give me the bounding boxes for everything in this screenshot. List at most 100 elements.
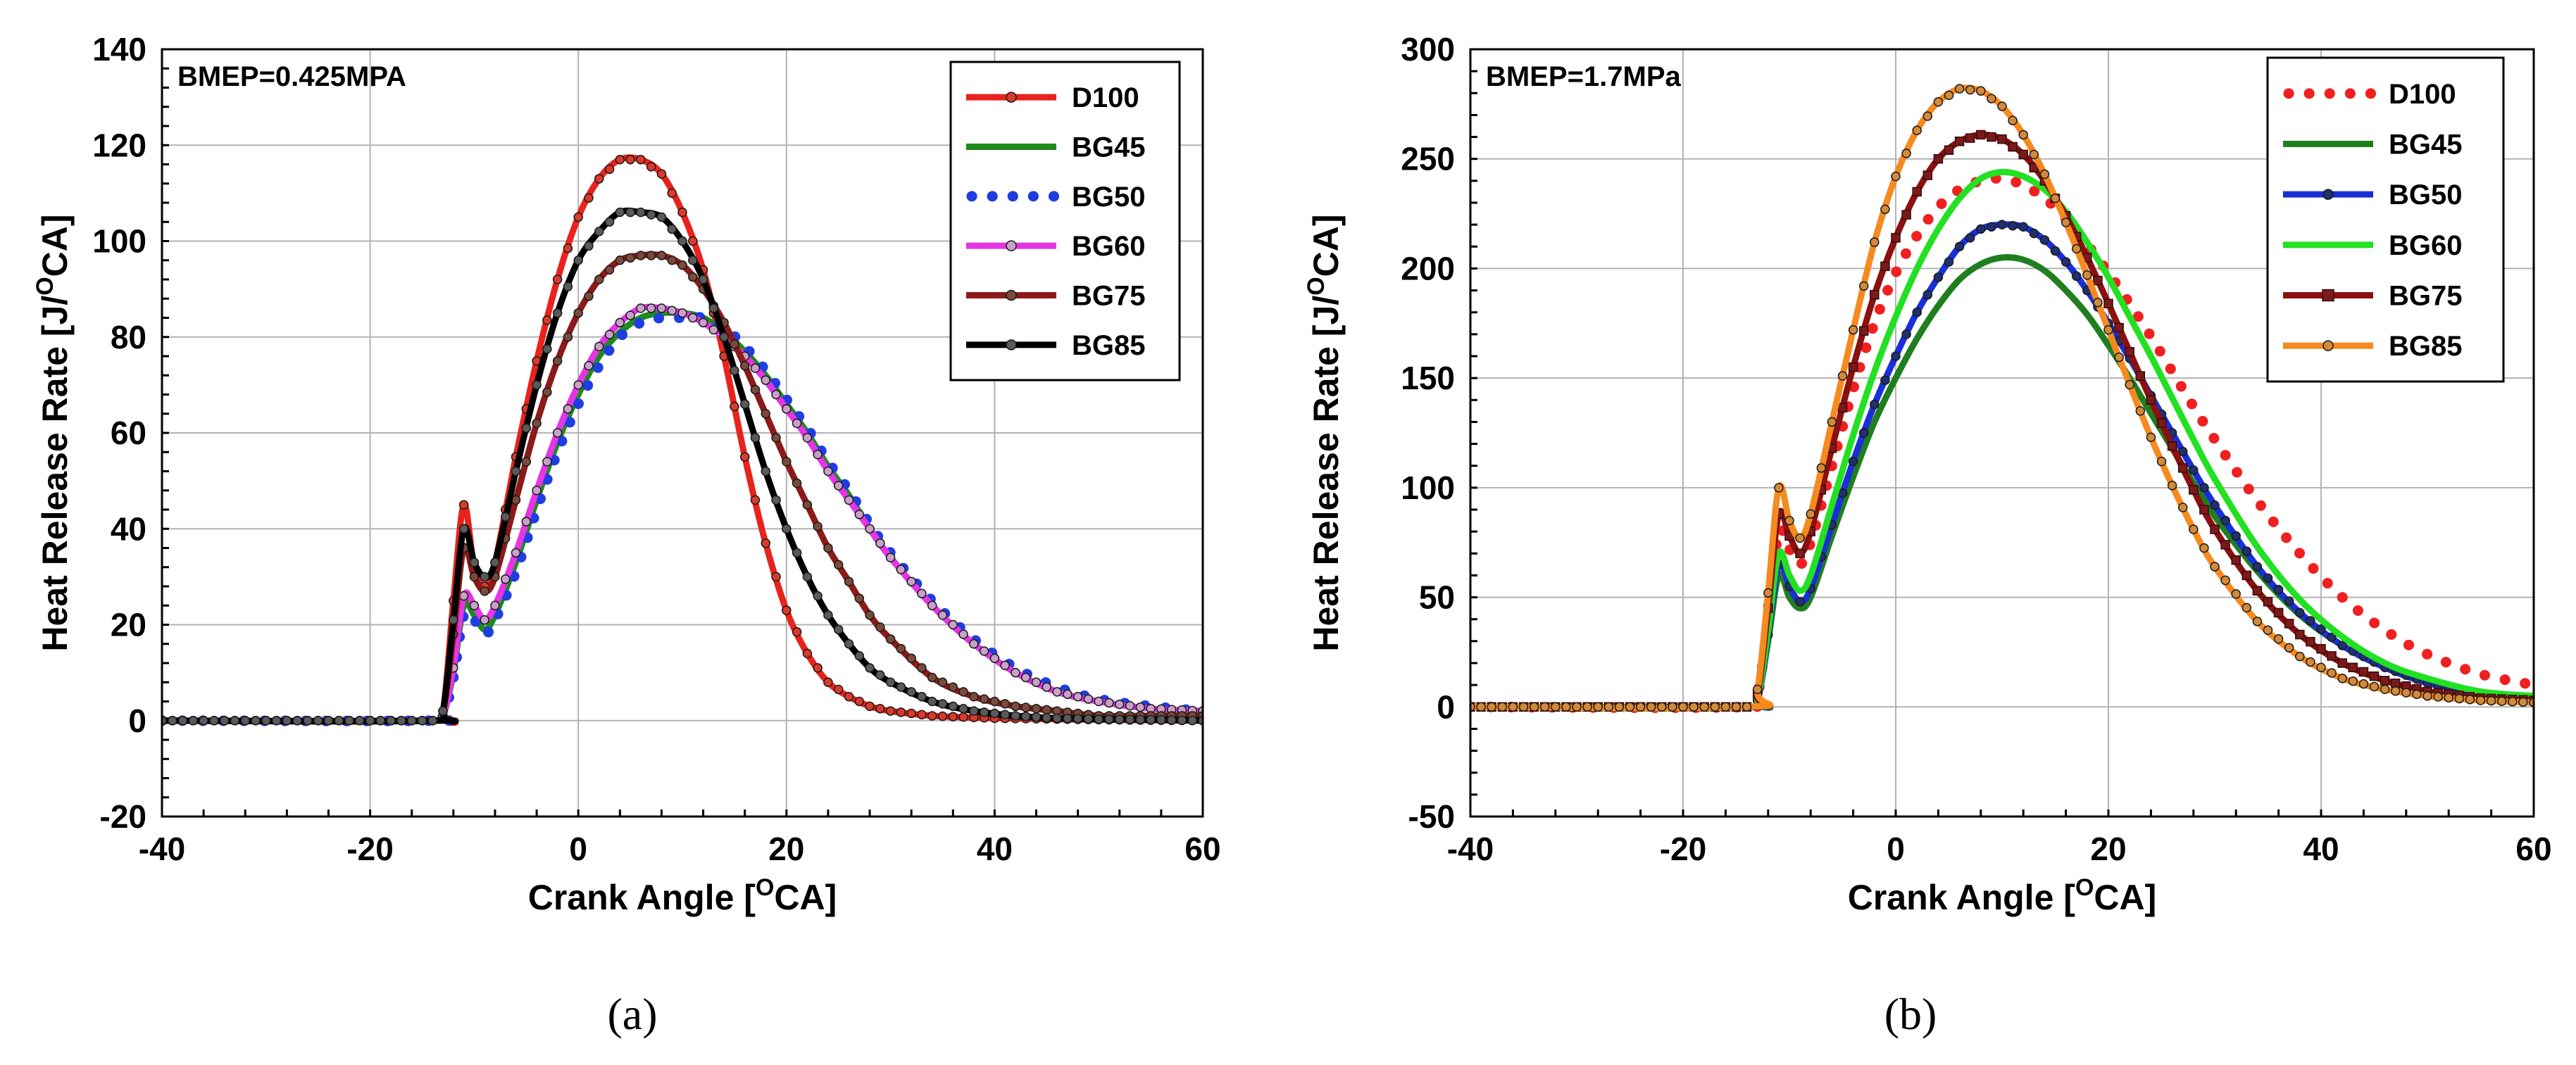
series-marker-bg50	[2050, 246, 2061, 256]
series-marker-d100	[636, 154, 646, 165]
series-marker-bg85	[1837, 371, 1848, 381]
series-marker-d100	[771, 572, 781, 582]
series-marker-bg50	[2284, 596, 2294, 606]
series-marker-bg85	[1487, 702, 1496, 712]
series-marker-bg75	[2146, 395, 2156, 405]
series-marker-bg50	[1858, 428, 1869, 438]
series-marker-bg60	[604, 329, 615, 340]
series-marker-bg85	[406, 716, 417, 726]
series-marker-bg75	[604, 265, 615, 275]
x-tick-label: 20	[2090, 831, 2126, 867]
series-marker-bg85	[334, 716, 344, 726]
series-marker-bg50	[1965, 233, 1975, 243]
series-marker-bg85	[500, 512, 511, 522]
series-marker-d100	[875, 703, 885, 714]
series-marker-bg85	[802, 572, 813, 582]
series-marker-bg75	[802, 500, 813, 510]
series-marker-bg85	[1497, 702, 1508, 712]
series-marker-d100	[615, 154, 625, 165]
series-marker-bg50	[2273, 584, 2284, 595]
series-marker-bg85	[1784, 515, 1794, 526]
series-marker-bg75	[2156, 418, 2167, 428]
series-marker-bg85	[906, 687, 916, 697]
series-marker-bg85	[2475, 695, 2486, 705]
series-marker-bg60	[885, 553, 896, 562]
series-marker-bg85	[542, 344, 552, 354]
series-marker-bg85	[2125, 379, 2134, 390]
series-marker-bg75	[761, 409, 770, 419]
series-marker-bg75	[969, 691, 979, 702]
series-marker-bg75	[1922, 170, 1933, 180]
x-tick-label: 40	[2303, 831, 2339, 867]
series-marker-bg85	[375, 716, 386, 726]
series-marker-bg75	[563, 332, 573, 342]
series-marker-bg85	[2273, 634, 2284, 644]
series-marker-bg85	[1125, 714, 1135, 724]
series-marker-bg60	[1031, 677, 1042, 687]
series-marker-bg75	[2284, 619, 2294, 629]
series-marker-bg85	[1561, 702, 1571, 712]
series-marker-bg85	[2071, 244, 2082, 254]
series-marker-bg85	[1083, 714, 1094, 724]
series-marker-bg85	[1166, 715, 1177, 725]
series-marker-bg75	[2114, 322, 2124, 333]
y-tick-label: 40	[111, 510, 146, 547]
series-marker-bg85	[1603, 702, 1614, 712]
series-marker-d100	[854, 696, 865, 707]
series-marker-bg85	[1094, 714, 1103, 724]
series-marker-bg60	[1115, 699, 1125, 710]
series-marker-bg75	[979, 694, 989, 704]
series-marker-bg85	[344, 716, 354, 726]
series-marker-bg85	[594, 227, 604, 237]
series-marker-bg85	[782, 524, 792, 534]
series-marker-bg60	[927, 600, 937, 610]
series-marker-bg75	[750, 384, 761, 395]
series-marker-bg75	[833, 560, 844, 570]
series-marker-bg60	[896, 565, 906, 574]
series-marker-bg60	[771, 389, 781, 400]
x-tick-label: 60	[1184, 831, 1220, 867]
series-marker-bg75	[739, 360, 750, 371]
series-marker-bg75	[1891, 233, 1901, 243]
series-marker-bg75	[2210, 524, 2220, 534]
series-marker-bg85	[2146, 432, 2156, 442]
series-marker-bg60	[1042, 682, 1052, 692]
series-marker-d100	[948, 712, 958, 721]
series-marker-bg85	[2114, 352, 2124, 363]
series-marker-bg85	[2263, 625, 2273, 636]
series-marker-bg85	[1827, 417, 1837, 427]
series-marker-bg85	[1551, 702, 1561, 712]
series-marker-bg85	[2018, 130, 2028, 140]
series-marker-bg60	[792, 418, 802, 429]
series-marker-bg85	[2231, 589, 2241, 599]
series-marker-bg85	[1699, 702, 1709, 712]
series-marker-bg75	[875, 622, 885, 632]
series-marker-bg85	[1848, 324, 1858, 335]
series-marker-bg85	[1806, 509, 1815, 519]
series-marker-d100	[833, 684, 844, 695]
series-marker-bg85	[2486, 695, 2496, 706]
series-marker-bg60	[844, 495, 854, 505]
series-marker-bg60	[802, 433, 813, 443]
series-marker-bg85	[2082, 270, 2092, 280]
series-marker-bg60	[500, 574, 511, 584]
series-marker-bg75	[542, 387, 552, 397]
series-marker-bg85	[313, 716, 323, 726]
series-marker-bg60	[584, 360, 594, 371]
series-marker-bg50	[2039, 235, 2050, 245]
series-marker-bg60	[1125, 700, 1135, 711]
legend-label-bg60: BG60	[2389, 230, 2463, 261]
series-marker-bg75	[2135, 371, 2146, 381]
series-marker-bg75	[532, 418, 542, 429]
y-tick-label: 300	[1401, 31, 1455, 68]
series-marker-bg85	[2348, 676, 2358, 686]
series-marker-bg60	[636, 303, 646, 313]
series-marker-bg75	[1870, 290, 1880, 300]
series-marker-bg50	[2231, 531, 2241, 541]
series-marker-bg75	[2018, 149, 2028, 160]
series-marker-bg85	[1031, 712, 1042, 722]
series-marker-bg85	[511, 466, 521, 477]
series-marker-bg85	[1933, 96, 1944, 107]
legend-label-bg50: BG50	[1072, 182, 1146, 213]
series-marker-bg50	[1933, 272, 1944, 282]
